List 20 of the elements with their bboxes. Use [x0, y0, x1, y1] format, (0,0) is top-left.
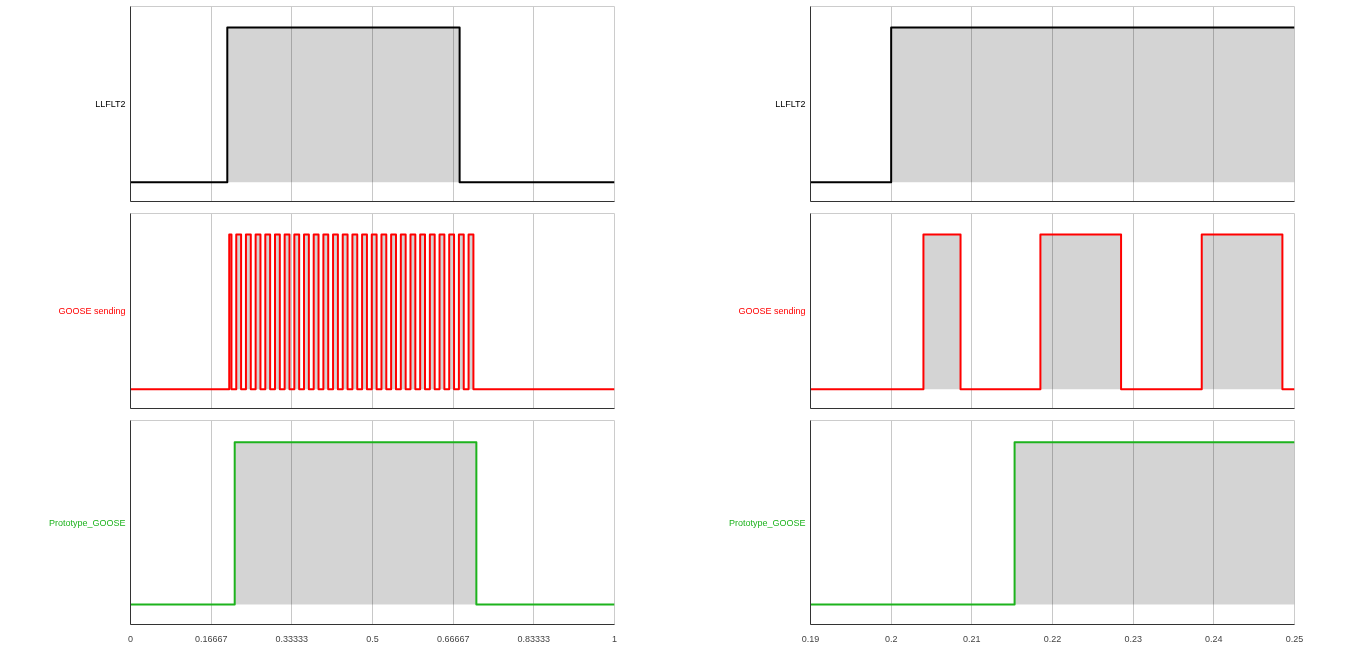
x-tick-label: 0.21 [963, 633, 981, 644]
x-tick-label: 0.25 [1285, 633, 1304, 644]
x-tick-label: 0.2 [884, 633, 898, 644]
y-axis-title: LLFLT2 [775, 99, 806, 109]
x-tick-label: 0.16667 [194, 633, 228, 644]
x-tick-label: 0 [128, 633, 134, 644]
x-tick-label: 0.5 [366, 633, 379, 644]
y-axis-title: LLFLT2 [95, 99, 126, 109]
y-axis-title: Prototype_GOOSE [48, 517, 126, 528]
y-axis-title: GOOSE sending [58, 306, 126, 316]
y-axis-title: GOOSE sending [738, 306, 806, 316]
x-tick-label: 0.22 [1043, 633, 1062, 644]
x-tick-label: 0.33333 [275, 633, 309, 644]
x-tick-label: 0.66667 [436, 633, 470, 644]
x-tick-label: 0.83333 [517, 633, 551, 644]
x-tick-label: 1 [612, 633, 618, 644]
x-tick-label: 0.24 [1205, 633, 1223, 644]
x-tick-label: 0.19 [801, 633, 820, 644]
y-axis-title: Prototype_GOOSE [728, 517, 806, 528]
x-tick-label: 0.23 [1124, 633, 1142, 644]
